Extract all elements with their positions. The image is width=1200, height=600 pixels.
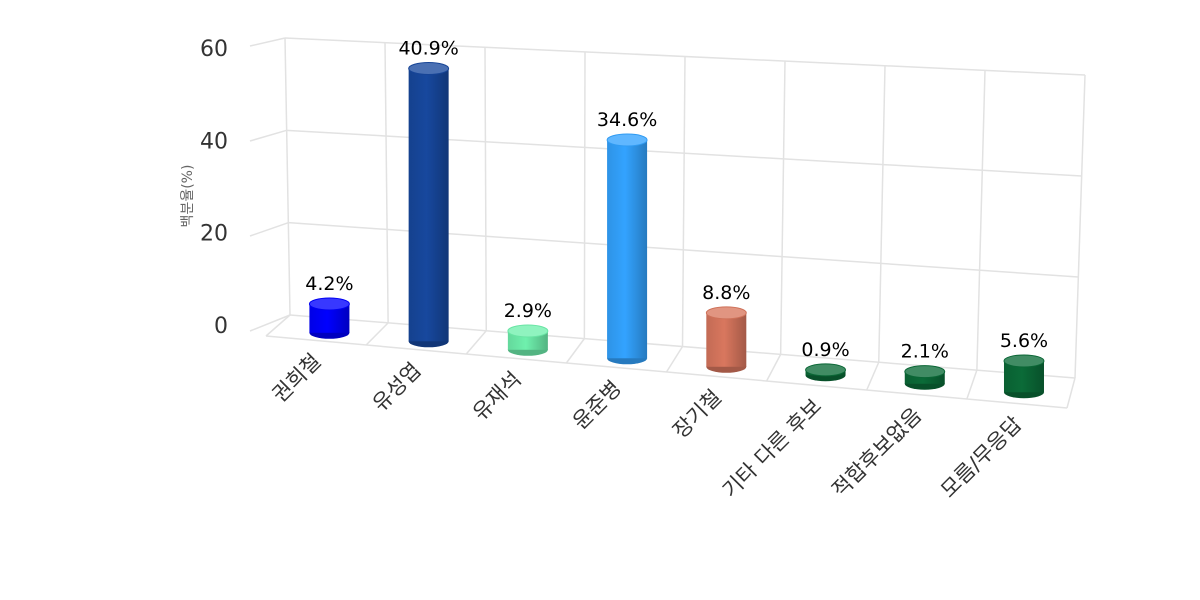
- floor-divider: [465, 330, 487, 355]
- category-label: 장기철: [668, 385, 726, 443]
- data-label: 8.8%: [702, 282, 750, 304]
- side-gridline: [249, 37, 286, 47]
- bar: [507, 324, 549, 356]
- floor-divider: [765, 354, 782, 382]
- data-labels: 4.2% 40.9% 2.9% 34.6% 8.8% 0.9% 2.1% 5.6%: [305, 37, 1048, 362]
- y-tick-label: 20: [200, 222, 228, 247]
- floor-divider: [966, 369, 978, 400]
- bar: [705, 306, 747, 373]
- category-label: 모름/무응답: [936, 412, 1026, 502]
- category-label: 권희철: [268, 349, 326, 407]
- category-label: 적합후보없음: [827, 403, 926, 502]
- bar: [1003, 354, 1045, 399]
- data-label: 2.9%: [504, 300, 552, 322]
- vertical-gridline: [681, 56, 686, 347]
- bar: [408, 61, 450, 348]
- floor-divider: [665, 346, 684, 373]
- bar: [805, 363, 847, 382]
- vertical-gridline: [976, 70, 986, 371]
- chart-grid: [249, 37, 1086, 409]
- side-gridline: [249, 129, 287, 142]
- category-label: 윤준병: [568, 376, 626, 434]
- data-label: 34.6%: [597, 109, 657, 131]
- side-gridline: [249, 314, 291, 332]
- data-label: 5.6%: [1000, 330, 1048, 352]
- data-label: 40.9%: [398, 37, 458, 59]
- vertical-gridline: [1074, 74, 1086, 379]
- vertical-gridline: [878, 65, 886, 363]
- data-label: 4.2%: [305, 273, 353, 295]
- data-label: 2.1%: [901, 341, 949, 363]
- floor-divider: [365, 322, 389, 346]
- side-gridline: [249, 221, 289, 237]
- vertical-gridline: [284, 37, 291, 316]
- bar: [904, 365, 946, 390]
- vertical-gridline: [779, 61, 786, 355]
- data-label: 0.9%: [801, 339, 849, 361]
- vertical-gridline: [484, 47, 487, 331]
- category-label: 유재석: [468, 367, 526, 425]
- y-tick-label: 0: [214, 314, 228, 339]
- y-tick-label: 40: [200, 129, 228, 154]
- y-axis: 0 20 40 60: [200, 37, 228, 339]
- bar: [606, 133, 648, 365]
- vertical-gridline: [384, 42, 389, 323]
- y-tick-label: 60: [200, 37, 228, 62]
- floor-front-edge: [265, 335, 1068, 409]
- floor-divider: [265, 314, 291, 337]
- floor-divider: [1066, 377, 1076, 409]
- floor-divider: [565, 338, 585, 364]
- bar-series: [308, 61, 1045, 399]
- y-axis-label: 백분율(%): [180, 165, 196, 228]
- vertical-gridline: [583, 51, 586, 339]
- floor-divider: [866, 361, 880, 391]
- category-label: 기타 다른 후보: [718, 394, 826, 502]
- category-label: 유성엽: [368, 358, 426, 416]
- bar: [308, 297, 350, 339]
